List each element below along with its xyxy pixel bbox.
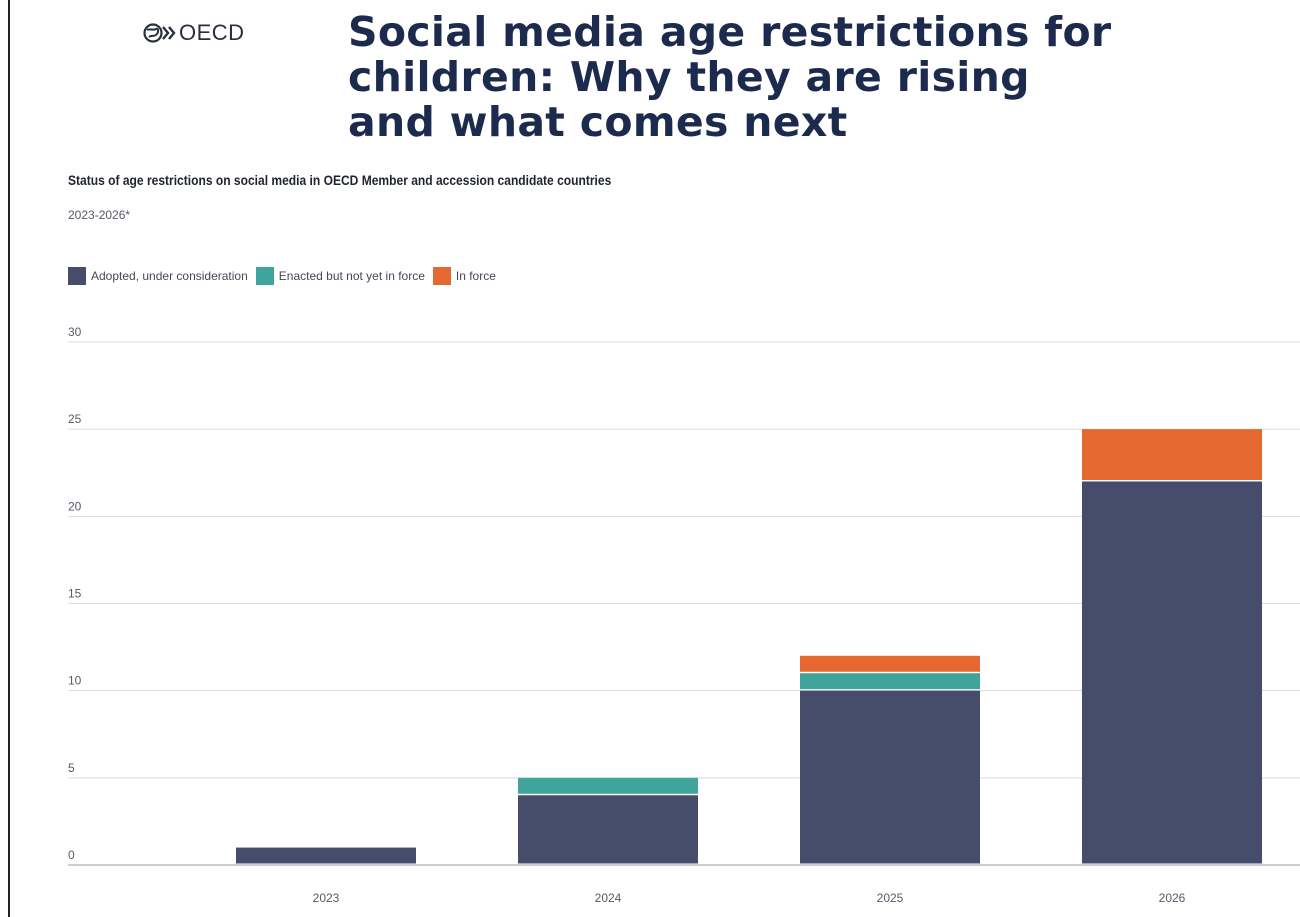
bar-segment-2024-enacted[interactable] xyxy=(518,777,698,794)
oecd-globe-icon xyxy=(143,23,176,43)
y-tick-label: 0 xyxy=(68,848,75,862)
chart-title: Status of age restrictions on social med… xyxy=(68,172,612,188)
bar-segment-2025-in-force[interactable] xyxy=(800,655,980,672)
x-tick-label: 2024 xyxy=(595,891,622,905)
bar-segment-2025-adopted[interactable] xyxy=(800,690,980,864)
x-tick-label: 2023 xyxy=(313,891,340,905)
chart-subtitle: 2023-2026* xyxy=(68,208,131,222)
legend-item-enacted[interactable]: Enacted but not yet in force xyxy=(255,267,425,285)
bar-segment-2026-adopted[interactable] xyxy=(1082,481,1262,864)
legend-swatch-adopted xyxy=(68,267,86,285)
left-border-rule xyxy=(8,0,10,917)
oecd-logo: OECD xyxy=(143,18,245,48)
x-tick-label: 2026 xyxy=(1159,891,1186,905)
y-tick-label: 30 xyxy=(68,325,82,339)
y-tick-label: 25 xyxy=(68,412,82,426)
y-tick-label: 15 xyxy=(68,587,82,601)
bar-segment-2023-adopted[interactable] xyxy=(236,847,416,864)
bar-segment-2026-in-force[interactable] xyxy=(1082,429,1262,480)
oecd-logo-text: OECD xyxy=(179,20,245,45)
legend-label-adopted: Adopted, under consideration xyxy=(91,269,248,283)
article-headline: Social media age restrictions for childr… xyxy=(348,8,1112,146)
legend-item-in-force[interactable]: In force xyxy=(432,267,496,285)
x-tick-label: 2025 xyxy=(877,891,904,905)
legend-swatch-in-force xyxy=(432,267,451,285)
legend-swatch-enacted xyxy=(255,267,274,285)
legend-label-enacted: Enacted but not yet in force xyxy=(278,269,425,283)
chart-legend: Adopted, under consideration Enacted but… xyxy=(68,267,496,285)
y-tick-label: 10 xyxy=(68,674,82,688)
y-tick-label: 20 xyxy=(68,499,82,513)
y-tick-label: 5 xyxy=(68,761,75,775)
bar-segment-2024-adopted[interactable] xyxy=(518,795,698,864)
legend-label-in-force: In force xyxy=(455,269,496,283)
legend-item-adopted[interactable]: Adopted, under consideration xyxy=(68,267,248,285)
bar-segment-2025-enacted[interactable] xyxy=(800,673,980,690)
